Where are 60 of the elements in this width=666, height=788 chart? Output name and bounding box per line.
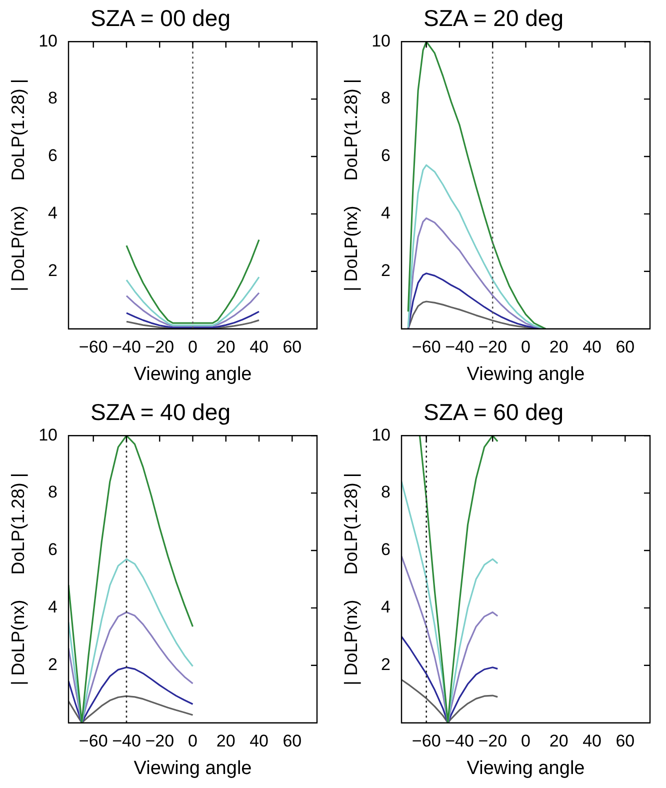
x-tick-label: −40 (112, 338, 141, 357)
x-axis-title: Viewing angle (134, 758, 252, 779)
y-tick-label: 10 (372, 31, 391, 50)
y-tick-label: 6 (48, 540, 58, 560)
y-axis-title: | DoLP(nx) DoLP(1.28) | (8, 472, 28, 686)
y-tick-label: 4 (48, 598, 58, 617)
x-tick-label: −40 (112, 732, 141, 751)
y-tick-label: 8 (381, 88, 391, 108)
y-tick-label: 2 (48, 655, 58, 674)
y-tick-label: 2 (381, 655, 391, 674)
y-tick-label: 4 (48, 204, 58, 223)
x-tick-label: 20 (549, 732, 568, 751)
x-tick-label: 0 (188, 338, 198, 357)
x-tick-label: 60 (282, 338, 302, 357)
x-tick-label: −20 (478, 338, 508, 357)
chart-title: SZA = 20 deg (423, 5, 564, 32)
x-tick-label: −60 (412, 338, 441, 357)
chart-title: SZA = 60 deg (423, 399, 564, 426)
x-tick-label: −60 (78, 732, 108, 751)
y-tick-label: 8 (381, 482, 391, 502)
y-tick-label: 6 (48, 146, 58, 166)
y-tick-label: 10 (372, 425, 391, 444)
y-tick-label: 6 (381, 540, 391, 560)
x-tick-label: −20 (145, 338, 174, 357)
y-axis-title: | DoLP(nx) DoLP(1.28) | (340, 78, 361, 292)
y-tick-label: 10 (38, 31, 58, 50)
x-tick-label: −20 (145, 732, 174, 751)
x-tick-label: 0 (521, 732, 530, 751)
y-axis-title: | DoLP(nx) DoLP(1.28) | (8, 78, 28, 292)
y-tick-label: 8 (48, 482, 58, 502)
x-tick-label: −20 (478, 732, 508, 751)
chart-title: SZA = 40 deg (90, 399, 231, 426)
x-tick-label: 20 (549, 338, 568, 357)
y-tick-label: 8 (48, 88, 58, 108)
x-tick-label: −40 (445, 338, 474, 357)
x-tick-label: −40 (445, 732, 474, 751)
y-tick-label: 4 (381, 598, 391, 617)
x-tick-label: 40 (582, 732, 602, 751)
x-tick-label: 0 (521, 338, 530, 357)
x-tick-label: 60 (616, 732, 635, 751)
y-tick-label: 4 (381, 204, 391, 223)
y-axis-title: | DoLP(nx) DoLP(1.28) | (340, 472, 361, 686)
x-tick-label: 40 (250, 338, 268, 357)
x-tick-label: 60 (282, 732, 302, 751)
x-axis-title: Viewing angle (134, 364, 252, 385)
x-tick-label: 20 (216, 338, 236, 357)
x-tick-label: −60 (78, 338, 108, 357)
y-tick-label: 10 (38, 425, 58, 444)
x-tick-label: 60 (616, 338, 635, 357)
x-axis-title: Viewing angle (466, 758, 585, 779)
y-tick-label: 6 (381, 146, 391, 166)
x-tick-label: 0 (188, 732, 198, 751)
x-tick-label: −60 (412, 732, 441, 751)
x-tick-label: 40 (250, 732, 268, 751)
x-axis-title: Viewing angle (466, 364, 585, 385)
chart-title: SZA = 00 deg (90, 5, 231, 32)
y-tick-label: 2 (48, 261, 58, 280)
x-tick-label: 20 (216, 732, 236, 751)
y-tick-label: 2 (381, 261, 391, 280)
x-tick-label: 40 (582, 338, 602, 357)
